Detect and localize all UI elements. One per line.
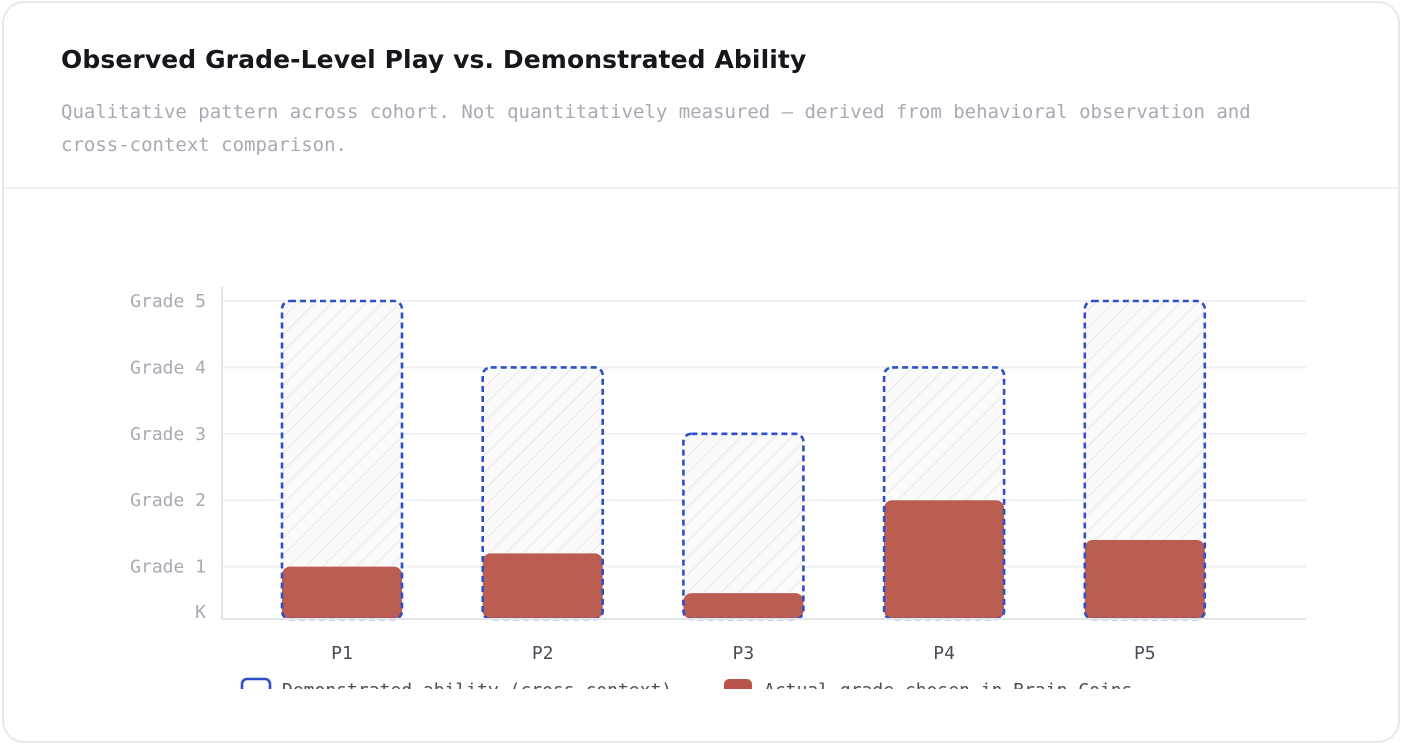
demonstrated-bar-fill — [1084, 301, 1205, 619]
y-tick-label: Grade 3 — [130, 424, 206, 445]
actual-grade-bar — [482, 553, 603, 619]
y-tick-label: Grade 4 — [130, 357, 206, 378]
y-tick-label: Grade 1 — [130, 557, 206, 578]
grade-chart: K Grade 1 Grade 2 Grade 3 Grade 4 Grade 5 P1 P2… — [130, 287, 1306, 689]
demonstrated-bar-fill — [282, 301, 402, 619]
demonstrated-bar-outline — [882, 366, 1006, 621]
legend-label-demonstrated: Demonstrated ability (cross-context) — [282, 680, 672, 689]
x-tick-label: P3 — [733, 643, 755, 664]
y-tick-label: Grade 2 — [130, 490, 206, 511]
actual-grade-bar — [282, 566, 402, 619]
x-tick-label: P2 — [532, 643, 554, 664]
y-tick-label: K — [195, 602, 206, 623]
legend-label-actual: Actual grade chosen in Brain Coins — [764, 680, 1132, 689]
actual-grade-bar — [683, 593, 804, 619]
actual-grade-bar — [1084, 540, 1205, 619]
demonstrated-bar-fill — [683, 433, 804, 619]
card-header: Observed Grade-Level Play vs. Demonstrat… — [4, 3, 1398, 189]
x-tick-label: P1 — [331, 643, 353, 664]
demonstrated-bar-outline — [481, 366, 605, 621]
x-tick-label: P4 — [933, 643, 955, 664]
legend-swatch-demonstrated — [240, 677, 272, 689]
chart-title: Observed Grade-Level Play vs. Demonstrat… — [61, 45, 807, 74]
chart-subtitle: Qualitative pattern across cohort. Not q… — [61, 101, 1251, 156]
legend-swatch-actual — [724, 679, 752, 689]
x-tick-label: P5 — [1134, 643, 1156, 664]
y-tick-label: Grade 5 — [130, 291, 206, 312]
chart-area: K Grade 1 Grade 2 Grade 3 Grade 4 Grade 5 P1 P2… — [4, 189, 1398, 689]
actual-grade-bar — [884, 500, 1005, 619]
